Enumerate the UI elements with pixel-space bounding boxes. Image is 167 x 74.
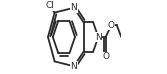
Text: N: N: [70, 62, 77, 71]
Text: O: O: [108, 21, 115, 30]
Text: O: O: [102, 52, 109, 61]
Text: Cl: Cl: [45, 1, 54, 10]
Text: N: N: [95, 32, 102, 42]
Text: N: N: [70, 3, 77, 12]
